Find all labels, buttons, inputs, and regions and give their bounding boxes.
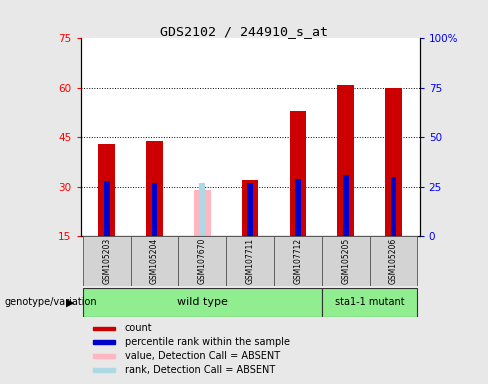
Bar [289,111,306,236]
Text: rank, Detection Call = ABSENT: rank, Detection Call = ABSENT [124,365,275,375]
Bar [93,326,115,330]
Bar [322,236,369,286]
Text: GSM107711: GSM107711 [245,238,255,284]
Text: GDS2102 / 244910_s_at: GDS2102 / 244910_s_at [160,25,328,38]
Bar [337,84,354,236]
Bar [295,179,301,236]
Text: GSM105206: GSM105206 [389,238,398,284]
Bar [99,144,115,236]
Bar [104,181,110,236]
Text: ▶: ▶ [66,297,74,307]
Bar [390,177,396,236]
Bar [369,236,417,286]
Text: sta1-1 mutant: sta1-1 mutant [335,297,405,308]
Text: GSM107670: GSM107670 [198,238,207,284]
Bar [131,236,179,286]
Bar [247,183,253,236]
Text: GSM105203: GSM105203 [102,238,111,284]
Bar [322,288,417,317]
Bar [152,183,158,236]
Bar [146,141,163,236]
Bar [93,368,115,372]
Text: wild type: wild type [177,297,228,308]
Text: GSM105205: GSM105205 [341,238,350,284]
Text: count: count [124,323,152,333]
Bar [93,354,115,358]
Bar [83,236,131,286]
Text: genotype/variation: genotype/variation [5,297,98,307]
Text: GSM105204: GSM105204 [150,238,159,284]
Bar [93,341,115,344]
Bar [343,175,348,236]
Text: percentile rank within the sample: percentile rank within the sample [124,337,289,347]
Bar [200,183,205,236]
Bar [242,180,259,236]
Bar [274,236,322,286]
Bar [385,88,402,236]
Bar [194,190,211,236]
Bar [226,236,274,286]
Bar [83,288,322,317]
Text: GSM107712: GSM107712 [293,238,303,284]
Bar [179,236,226,286]
Text: value, Detection Call = ABSENT: value, Detection Call = ABSENT [124,351,280,361]
